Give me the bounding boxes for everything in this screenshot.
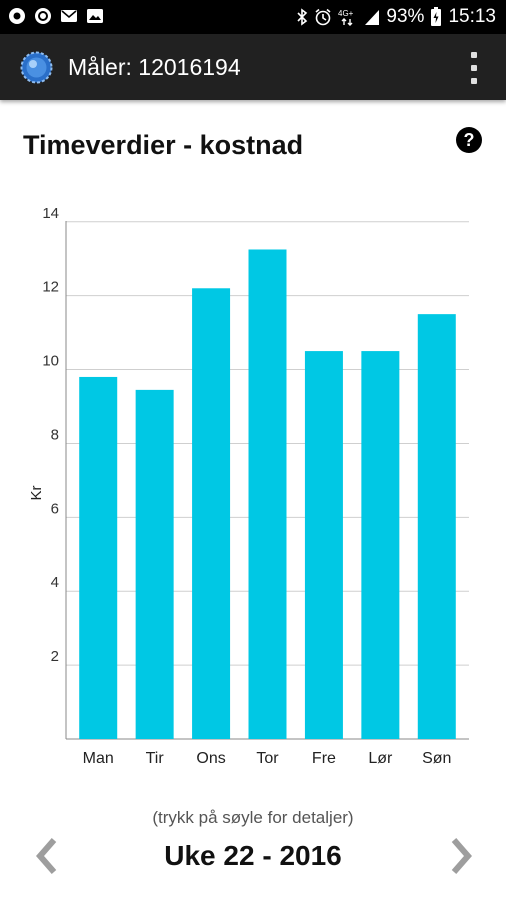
y-tick-label: 12 [42, 279, 59, 296]
x-tick-label: Tor [256, 750, 279, 767]
status-bar: 4G+ 93% 15:13 [0, 0, 506, 34]
bar-man[interactable] [79, 376, 118, 739]
app-bar: Måler: 12016194 [0, 34, 506, 100]
overflow-menu-icon[interactable] [468, 52, 480, 84]
bar-søn[interactable] [417, 314, 456, 739]
previous-week-button[interactable] [30, 836, 64, 876]
signal-icon [365, 10, 380, 25]
week-label: Uke 22 - 2016 [164, 840, 342, 871]
battery-icon [431, 7, 442, 26]
battery-percent: 93% [386, 6, 425, 27]
x-tick-label: Søn [422, 750, 451, 767]
page-title: Timeverdier - kostnad [23, 130, 304, 160]
image-icon [87, 9, 103, 23]
bluetooth-icon [297, 8, 308, 26]
y-tick-label: 14 [42, 205, 59, 222]
clock: 15:13 [448, 6, 496, 27]
x-tick-label: Tir [146, 750, 165, 767]
bar-fre[interactable] [304, 351, 343, 739]
help-icon[interactable]: ? [455, 126, 483, 154]
x-tick-label: Man [83, 750, 114, 767]
y-tick-label: 10 [42, 353, 59, 370]
y-tick-label: 6 [51, 500, 59, 517]
mail-icon [61, 10, 77, 22]
x-tick-label: Fre [312, 750, 336, 767]
sync-icon [9, 8, 25, 24]
svg-text:?: ? [464, 130, 475, 150]
bar-chart: 2 4 6 8 10 12 14 Kr Man Tir Ons Tor Fre Lør Søn [28, 205, 469, 767]
x-tick-label: Ons [196, 750, 225, 767]
meter-logo-icon [20, 51, 53, 84]
bar-ons[interactable] [192, 288, 231, 739]
bar-tir[interactable] [135, 389, 174, 739]
bar-tor[interactable] [248, 249, 287, 739]
tap-hint: (trykk på søyle for detaljer) [152, 808, 354, 827]
y-axis-label: Kr [28, 485, 45, 500]
alert-icon [35, 8, 51, 24]
network-icon: 4G+ [338, 9, 354, 26]
alarm-icon [315, 8, 331, 26]
y-tick-label: 4 [51, 574, 59, 591]
x-tick-label: Lør [368, 750, 393, 767]
y-tick-label: 2 [51, 648, 59, 665]
bar-lør[interactable] [361, 351, 400, 739]
y-tick-label: 8 [51, 426, 59, 443]
app-title: Måler: 12016194 [68, 54, 241, 80]
next-week-button[interactable] [444, 836, 478, 876]
svg-text:4G+: 4G+ [338, 9, 354, 18]
